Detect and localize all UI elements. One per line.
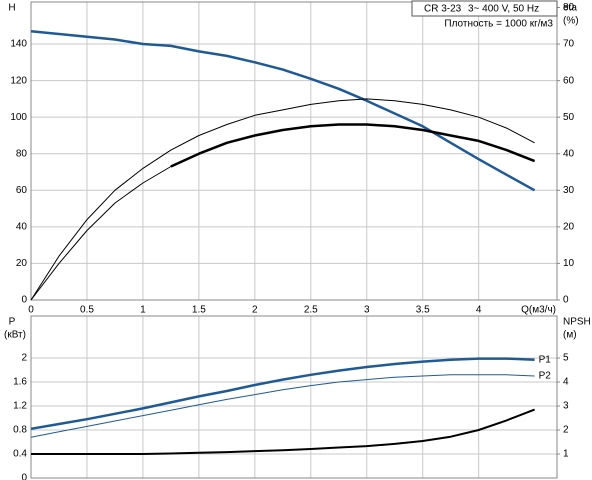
- y2-tick-label: 70: [563, 39, 575, 50]
- y-tick-label: 140: [10, 39, 27, 50]
- y-axis-unit: (кВт): [4, 330, 26, 341]
- y2-tick-label: 1: [563, 449, 569, 460]
- y2-tick-label: 60: [563, 75, 575, 86]
- x-tick-label: 2.5: [304, 305, 318, 316]
- series-label: P1: [539, 354, 552, 365]
- y2-axis-label: eta: [563, 3, 577, 14]
- y-tick-label: 0.4: [13, 449, 27, 460]
- y2-tick-label: 2: [563, 425, 569, 436]
- series-label: P2: [539, 371, 552, 382]
- y-tick-label: 80: [16, 148, 28, 159]
- y2-tick-label: 50: [563, 112, 575, 123]
- curve: [170, 123, 536, 168]
- y-tick-label: 1.6: [13, 377, 27, 388]
- y-tick-label: 120: [10, 75, 27, 86]
- x-tick-label: 0: [28, 305, 34, 316]
- annotation: 3~ 400 V, 50 Hz: [468, 4, 539, 15]
- x-tick-label: 0.5: [80, 305, 94, 316]
- y2-tick-label: 20: [563, 222, 575, 233]
- curve: [30, 374, 535, 438]
- y-tick-label: 40: [16, 222, 28, 233]
- x-tick-label: 4: [476, 305, 482, 316]
- y-tick-label: 20: [16, 258, 28, 269]
- y2-tick-label: 0: [563, 295, 569, 306]
- y2-tick-label: 10: [563, 258, 575, 269]
- y-tick-label: 0: [21, 295, 27, 306]
- x-tick-label: 3: [364, 305, 370, 316]
- y2-tick-label: 3: [563, 401, 569, 412]
- y-tick-label: 0: [21, 473, 27, 480]
- y2-tick-label: 5: [563, 353, 569, 364]
- y2-axis-label: NPSH: [563, 317, 591, 328]
- y-tick-label: 100: [10, 112, 27, 123]
- y2-tick-label: 40: [563, 148, 575, 159]
- plot-frame: [30, 315, 558, 479]
- x-axis-label: Q(м3/ч): [521, 305, 556, 316]
- y-tick-label: 2: [21, 353, 27, 364]
- curve: [30, 98, 535, 301]
- x-tick-label: 2: [252, 305, 258, 316]
- x-tick-label: 1: [140, 305, 146, 316]
- y-axis-label: P: [9, 317, 16, 328]
- x-tick-label: 1.5: [192, 305, 206, 316]
- y2-tick-label: 30: [563, 185, 575, 196]
- x-tick-label: 3.5: [416, 305, 430, 316]
- y-tick-label: 0.8: [13, 425, 27, 436]
- curve: [30, 357, 535, 431]
- y2-axis-unit: (м): [563, 330, 577, 341]
- curve: [30, 30, 536, 192]
- y2-tick-label: 4: [563, 377, 569, 388]
- annotation: CR 3-23: [424, 4, 462, 15]
- y-tick-label: 60: [16, 185, 28, 196]
- y-axis-label: H: [8, 3, 15, 14]
- curve: [31, 408, 535, 455]
- info-box: [411, 0, 558, 17]
- y2-tick-label: 80: [563, 2, 575, 13]
- y2-axis-unit: (%): [563, 16, 579, 27]
- y-tick-label: 1.2: [13, 401, 27, 412]
- plot-frame: [30, 1, 558, 301]
- annotation: Плотность = 1000 кг/м3: [444, 19, 553, 30]
